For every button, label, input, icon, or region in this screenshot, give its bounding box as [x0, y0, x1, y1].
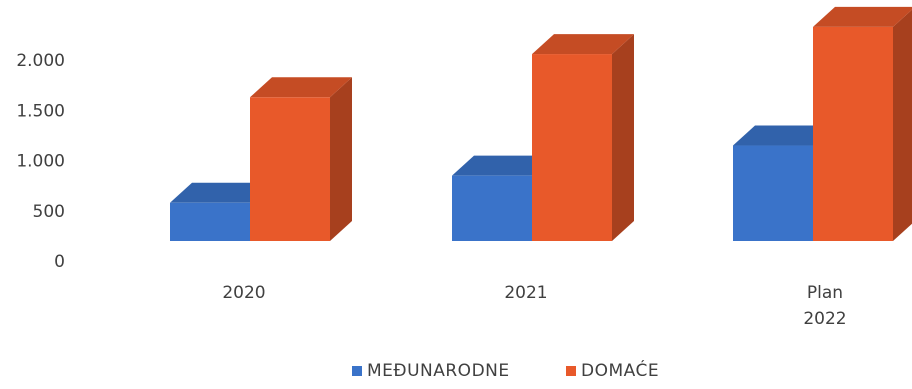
bars: [170, 6, 912, 242]
x-tick-label: 2020: [222, 283, 265, 303]
bar-top: [452, 155, 554, 176]
y-tick-label: 0: [54, 252, 65, 272]
bar-top: [733, 125, 835, 146]
legend-label: MEĐUNARODNE: [367, 361, 510, 381]
bar: [532, 34, 634, 241]
bar-front: [733, 145, 813, 241]
bar-top: [532, 34, 634, 55]
y-tick-label: 1.000: [16, 152, 65, 172]
legend-swatch: [566, 366, 576, 376]
legend-item: MEĐUNARODNE: [352, 361, 510, 381]
x-axis: 2020 2021 Plan 2022: [222, 283, 846, 329]
y-tick-label: 1.500: [16, 101, 65, 121]
bar-front: [170, 202, 250, 241]
bar-front: [452, 175, 532, 241]
bar: [250, 77, 352, 241]
legend-swatch: [352, 366, 362, 376]
bar-top: [813, 6, 912, 27]
x-tick-label: 2021: [504, 283, 547, 303]
bar-top: [170, 182, 272, 203]
bar-front: [250, 97, 330, 241]
bar-side: [612, 34, 634, 241]
bar-side: [330, 77, 352, 241]
bar: [813, 6, 912, 242]
y-tick-label: 2.000: [16, 51, 65, 71]
bar-top: [250, 77, 352, 98]
bar-front: [813, 26, 893, 242]
legend-label: DOMAĆE: [581, 359, 659, 381]
bar-front: [532, 54, 612, 241]
legend: MEĐUNARODNE DOMAĆE: [352, 359, 659, 381]
bar: [170, 182, 272, 241]
x-tick-label: Plan 2022: [803, 283, 846, 329]
y-axis: 0 500 1.000 1.500 2.000: [16, 51, 65, 272]
bar-side: [893, 9, 912, 241]
legend-item: DOMAĆE: [566, 359, 659, 381]
y-tick-label: 500: [33, 202, 65, 222]
